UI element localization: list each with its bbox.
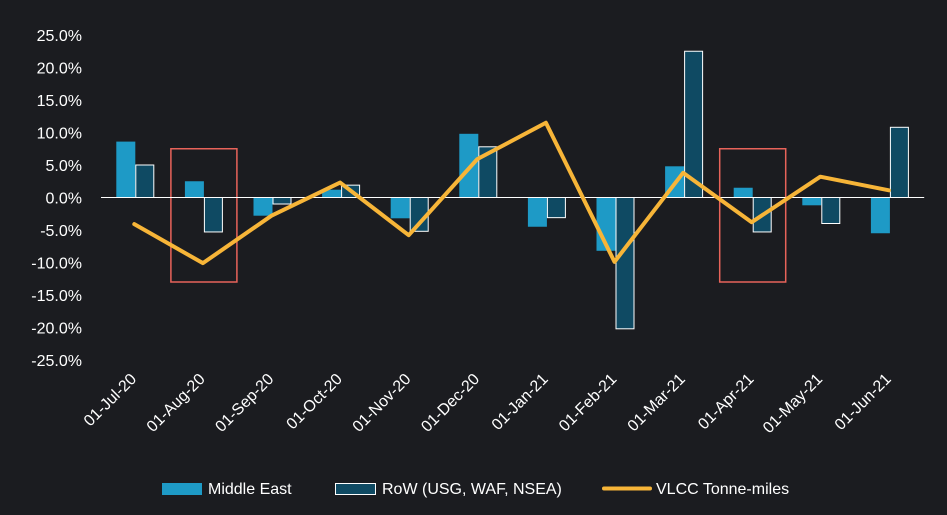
line-vlcc-tonne-miles [132, 120, 891, 266]
bar-row [615, 197, 635, 330]
highlight-box [718, 148, 787, 283]
bar-row [821, 197, 841, 224]
y-tick-label: 15.0% [37, 93, 82, 110]
y-tick-label: 25.0% [37, 28, 82, 45]
y-tick-label: 0.0% [46, 191, 82, 208]
y-tick-label: -10.0% [31, 256, 82, 273]
y-tick-label: -25.0% [31, 353, 82, 370]
bar-middle-east [116, 141, 136, 198]
x-tick-label: 01-Nov-20 [350, 371, 415, 436]
bar-row [203, 197, 223, 233]
y-tick-label: -15.0% [31, 288, 82, 305]
bar-row [135, 164, 155, 198]
legend-label-middle-east: Middle East [208, 481, 292, 498]
x-axis-ticks: 01-Jul-20 01-Aug-20 01-Sep-20 01-Oct-20 01-N… [81, 371, 895, 437]
bar-row [889, 126, 909, 198]
x-tick-label: 01-Mar-21 [625, 371, 689, 435]
bar-middle-east [870, 197, 890, 234]
x-tick-label: 01-Jun-21 [832, 371, 895, 434]
x-tick-label: 01-Dec-20 [418, 371, 483, 436]
highlight-box [170, 148, 238, 283]
y-tick-label: 20.0% [37, 61, 82, 78]
bar-row [546, 197, 566, 219]
bar-middle-east [184, 181, 204, 198]
bar-row [272, 197, 292, 205]
legend-label-row: RoW (USG, WAF, NSEA) [382, 481, 562, 498]
x-tick-label: 01-Apr-21 [695, 371, 757, 433]
legend-swatch-row [335, 483, 376, 495]
x-tick-label: 01-Jul-20 [81, 371, 140, 430]
bar-middle-east [253, 197, 273, 216]
y-tick-label: 5.0% [46, 158, 82, 175]
x-tick-label: 01-Oct-20 [284, 371, 346, 433]
x-tick-label: 01-Jan-21 [489, 371, 552, 434]
legend: Middle East RoW (USG, WAF, NSEA) VLCC To… [162, 481, 789, 498]
bar-middle-east [802, 197, 822, 206]
line-layer [132, 120, 891, 266]
y-axis-ticks: 25.0% 20.0% 15.0% 10.0% 5.0% 0.0% -5.0% -10.0% -… [31, 28, 82, 370]
highlight-layer [170, 148, 787, 283]
bars-layer [116, 50, 909, 330]
bar-middle-east [322, 189, 342, 198]
bar-middle-east [527, 197, 547, 227]
y-tick-label: 10.0% [37, 126, 82, 143]
x-tick-label: 01-Sep-20 [212, 371, 277, 436]
y-tick-label: -5.0% [40, 223, 82, 240]
x-tick-label: 01-May-21 [760, 371, 826, 437]
x-tick-label: 01-Feb-21 [556, 371, 620, 435]
y-tick-label: -20.0% [31, 321, 82, 338]
bar-middle-east [733, 187, 753, 198]
legend-label-vlcc: VLCC Tonne-miles [656, 481, 789, 498]
bar-middle-east [390, 197, 410, 219]
x-tick-label: 01-Aug-20 [144, 371, 209, 436]
legend-swatch-middle-east [162, 483, 202, 495]
